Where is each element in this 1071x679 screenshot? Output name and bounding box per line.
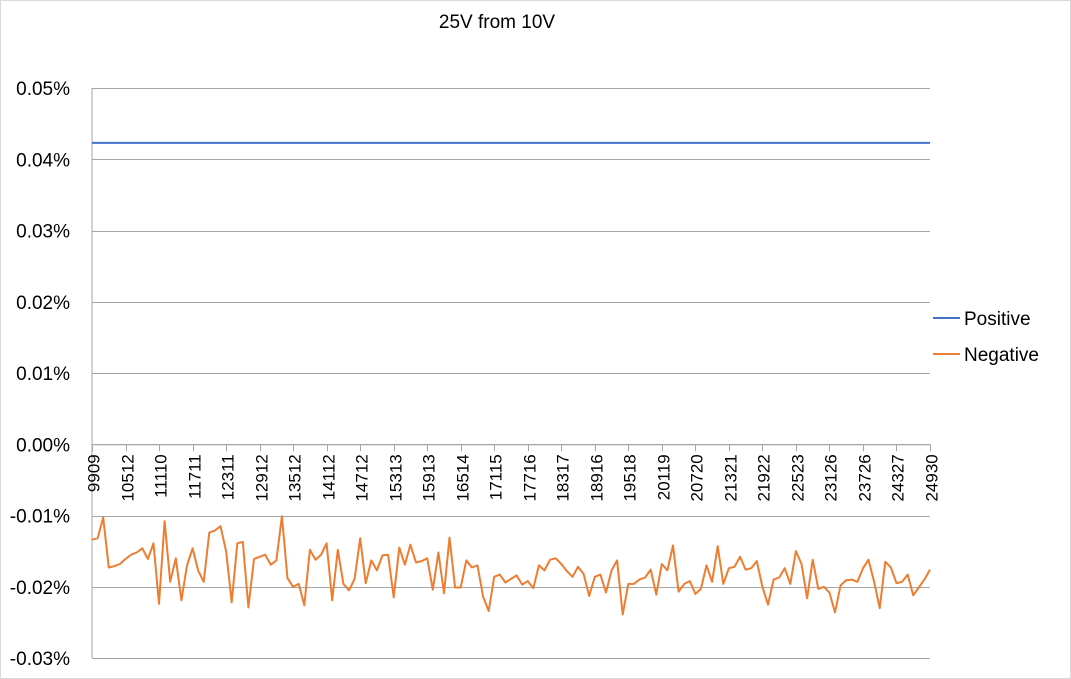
y-axis-tick-labels: 0.05% 0.04% 0.03% 0.02% 0.01% 0.00% -0.01% -0.0… xyxy=(10,79,70,670)
y-tick-label: -0.02% xyxy=(10,578,70,599)
x-axis: 9909 10512 11110 11711 12311 12912 13512 14112 1… xyxy=(85,88,942,658)
x-tick-label: 10512 xyxy=(119,454,138,501)
x-tick-label: 21922 xyxy=(755,454,774,501)
y-tick-label: -0.03% xyxy=(10,649,70,670)
y-tick-label: -0.01% xyxy=(10,507,70,528)
x-tick-label: 20119 xyxy=(655,454,674,500)
x-tick-label: 15913 xyxy=(420,454,439,501)
x-tick-label: 18916 xyxy=(588,454,607,501)
x-tick-label: 23726 xyxy=(856,454,875,501)
series-lines xyxy=(91,141,931,616)
x-tick-label: 9909 xyxy=(85,454,104,492)
x-tick-label: 24327 xyxy=(889,454,908,501)
x-tick-label: 17115 xyxy=(487,454,506,500)
x-tick-label: 13512 xyxy=(286,454,305,501)
x-tick-label: 17716 xyxy=(521,454,540,501)
y-tick-label: 0.00% xyxy=(16,435,70,456)
y-tick-label: 0.04% xyxy=(16,150,70,171)
y-tick-label: 0.02% xyxy=(16,293,70,314)
x-tick-label: 11711 xyxy=(186,454,205,499)
y-tick-label: 0.05% xyxy=(16,79,70,100)
x-tick-label: 20720 xyxy=(688,454,707,501)
x-tick-label: 11110 xyxy=(152,454,171,498)
x-tick-label: 18317 xyxy=(554,454,573,501)
x-tick-label: 12912 xyxy=(253,454,272,501)
x-tick-label: 16514 xyxy=(454,454,473,501)
x-tick-label: 19518 xyxy=(621,454,640,501)
series-line-negative xyxy=(91,515,931,616)
legend: Positive Negative xyxy=(933,309,1039,366)
y-tick-label: 0.03% xyxy=(16,222,70,243)
x-tick-label: 23126 xyxy=(822,454,841,501)
x-tick-label: 21321 xyxy=(722,454,741,501)
legend-label-negative: Negative xyxy=(964,345,1039,366)
x-tick-label: 14112 xyxy=(320,454,339,500)
x-tick-label: 24930 xyxy=(923,454,942,501)
x-tick-label: 14712 xyxy=(353,454,372,501)
x-tick-label: 15313 xyxy=(387,454,406,501)
x-tick-label: 22523 xyxy=(789,454,808,501)
y-tick-label: 0.01% xyxy=(16,364,70,385)
chart-title: 25V from 10V xyxy=(439,12,555,33)
legend-label-positive: Positive xyxy=(964,309,1031,330)
x-tick-label: 12311 xyxy=(219,454,238,500)
gridlines xyxy=(92,88,930,659)
